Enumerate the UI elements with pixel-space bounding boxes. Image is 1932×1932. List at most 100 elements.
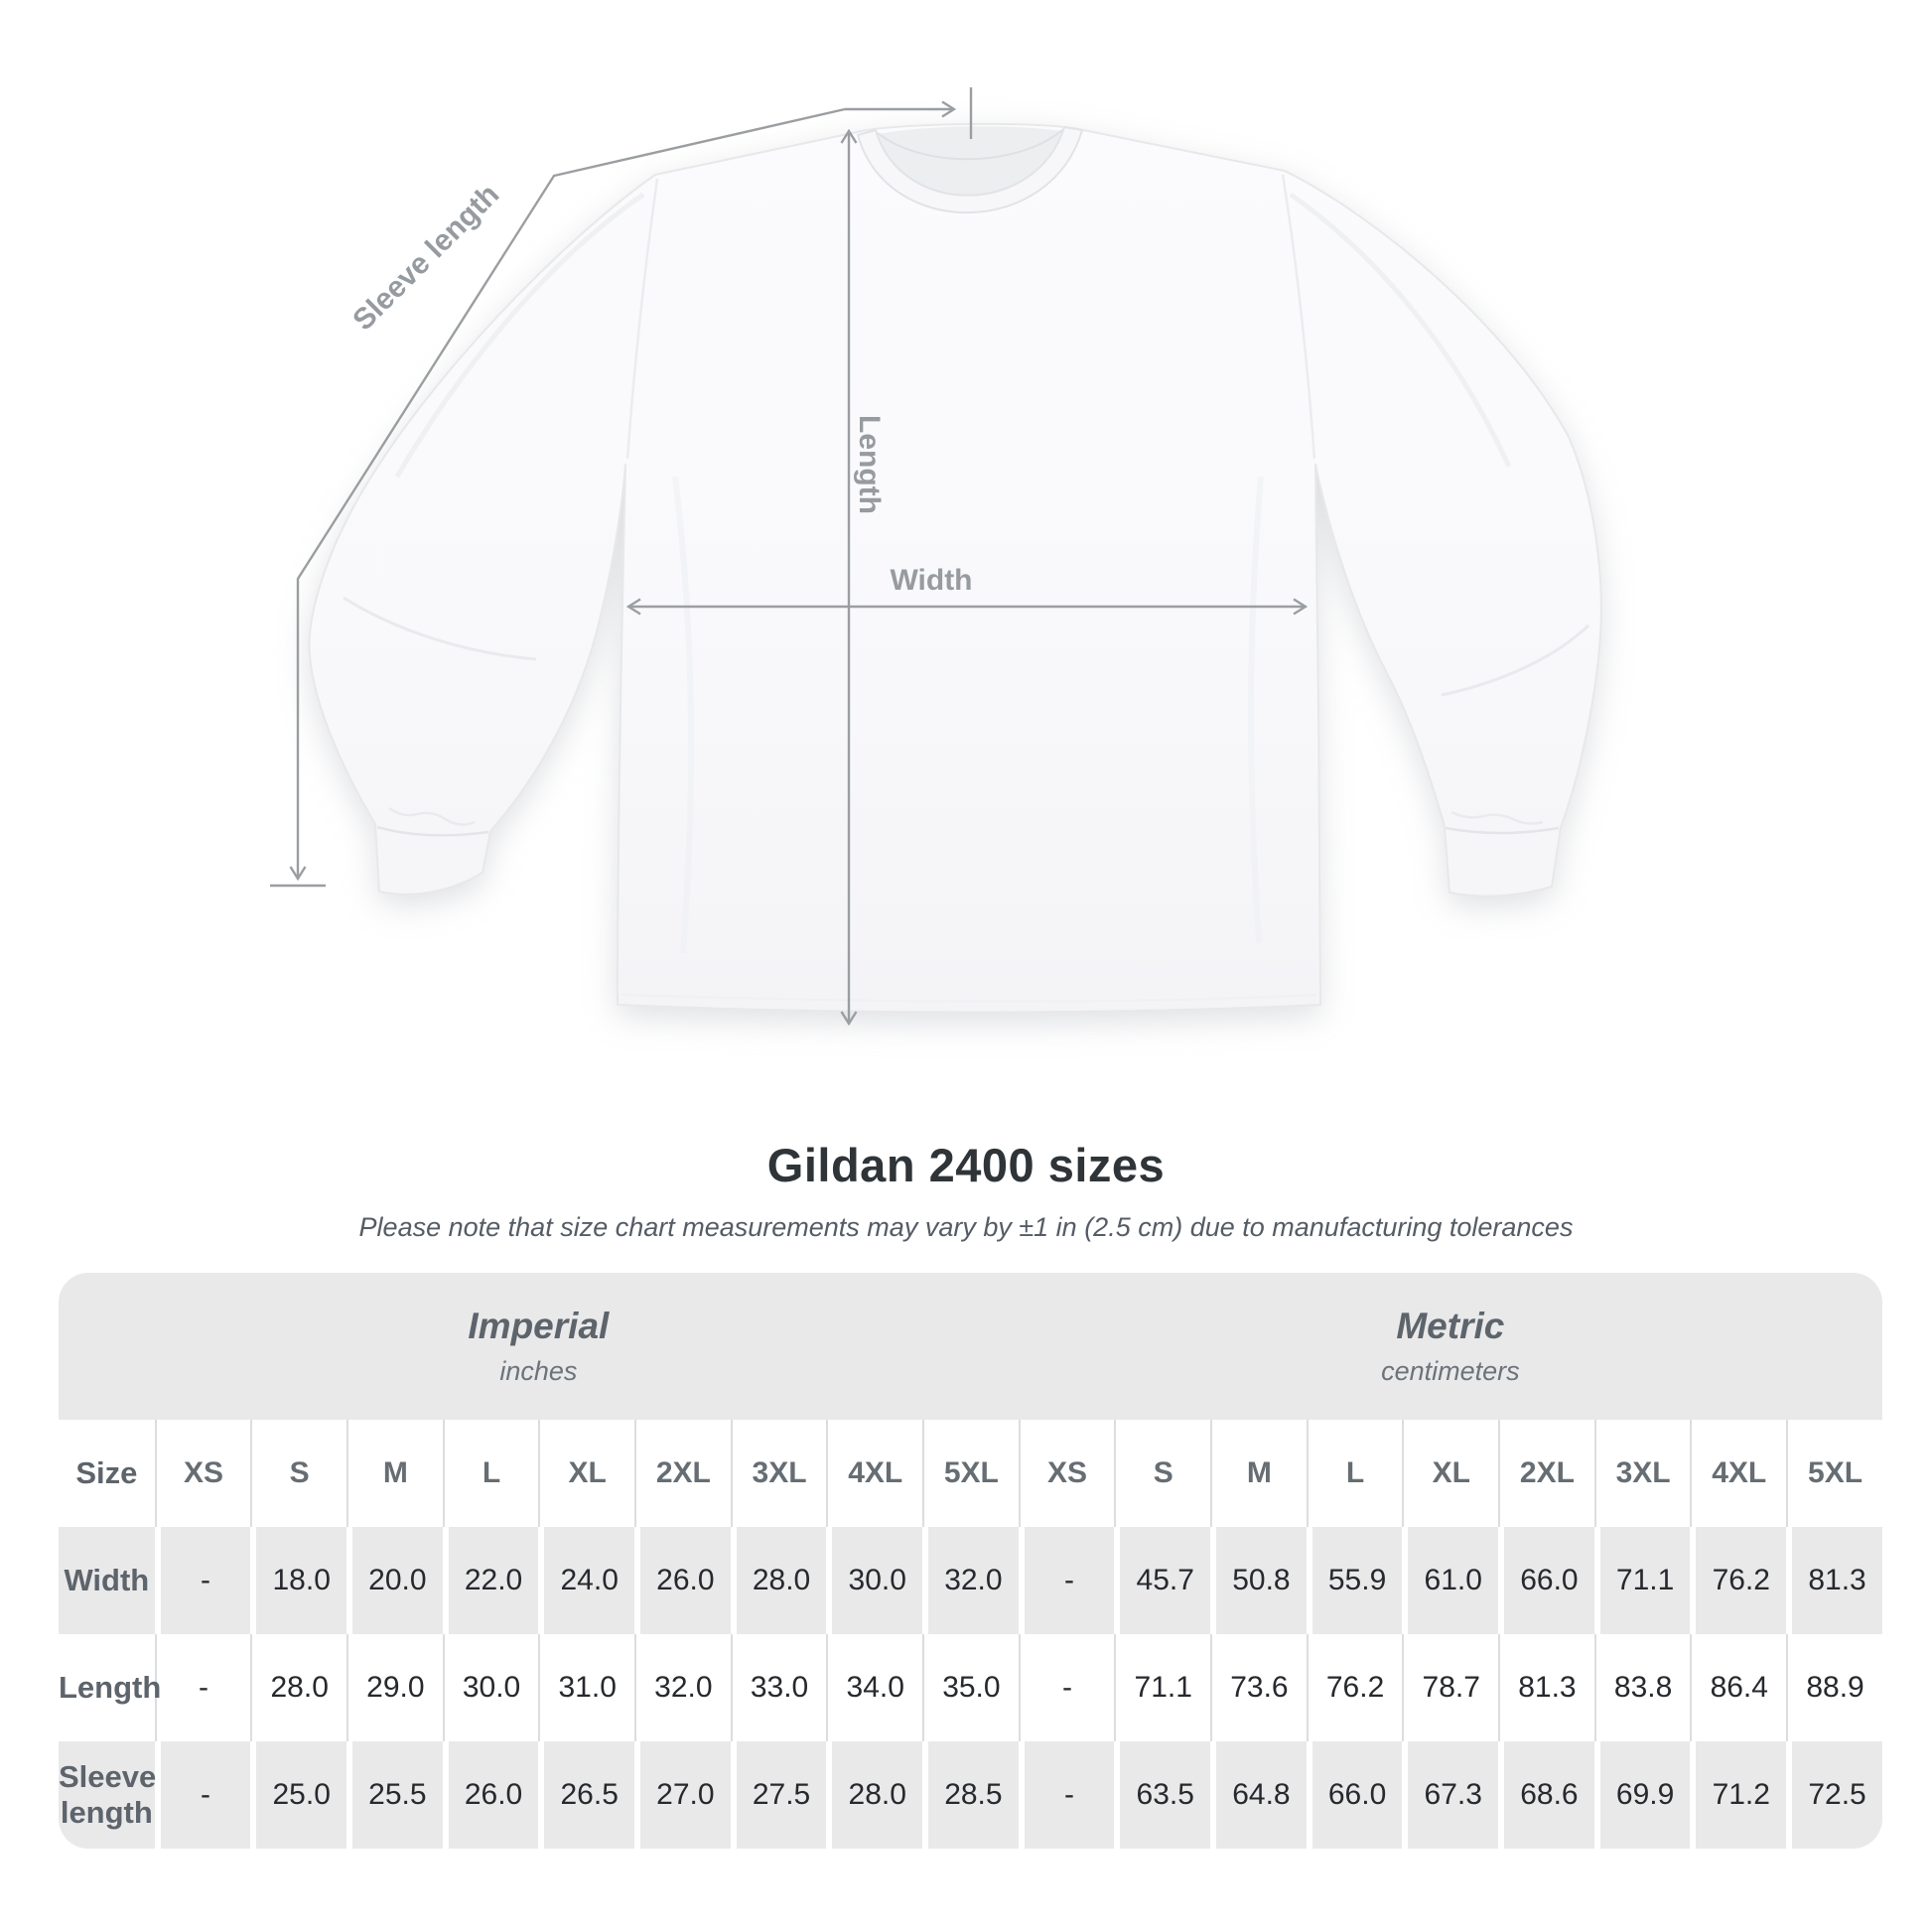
size-header-cell: 2XL	[1498, 1420, 1594, 1527]
value-cell: -	[1018, 1634, 1115, 1741]
value-cell: 68.6	[1498, 1741, 1594, 1849]
imperial-unit-label: inches	[499, 1356, 578, 1386]
sleeve-length-label: Sleeve length	[346, 178, 505, 337]
value-cell: 26.5	[538, 1741, 635, 1849]
value-cell: 61.0	[1402, 1527, 1499, 1634]
size-header-cell: L	[1306, 1420, 1403, 1527]
value-cell: 28.0	[250, 1634, 347, 1741]
width-label: Width	[890, 564, 972, 597]
value-cell: 34.0	[826, 1634, 923, 1741]
value-cell: 25.0	[250, 1741, 347, 1849]
size-header-cell: XS	[154, 1420, 251, 1527]
size-header-cell: 5XL	[922, 1420, 1019, 1527]
value-cell: 71.1	[1114, 1634, 1211, 1741]
shirt-illustration: Sleeve length Length Width	[270, 87, 1602, 1122]
value-cell: 20.0	[346, 1527, 443, 1634]
value-cell: 27.5	[730, 1741, 827, 1849]
size-header-cell: 2XL	[634, 1420, 731, 1527]
imperial-label: Imperial	[468, 1306, 610, 1346]
value-cell: 28.5	[922, 1741, 1019, 1849]
value-cell: 83.8	[1593, 1634, 1691, 1741]
value-cell: 71.2	[1690, 1741, 1787, 1849]
size-header-cell: 3XL	[1593, 1420, 1691, 1527]
value-cell: 72.5	[1786, 1741, 1882, 1849]
size-header-cell: L	[442, 1420, 539, 1527]
value-cell: 81.3	[1786, 1527, 1882, 1634]
size-header-cell: M	[1210, 1420, 1307, 1527]
value-cell: 45.7	[1114, 1527, 1211, 1634]
size-header-cell: 4XL	[1690, 1420, 1787, 1527]
value-cell: 35.0	[922, 1634, 1019, 1741]
value-cell: 66.0	[1498, 1527, 1594, 1634]
size-column-header: Size	[59, 1420, 155, 1527]
value-cell: 28.0	[826, 1741, 923, 1849]
value-cell: 81.3	[1498, 1634, 1594, 1741]
value-cell: 88.9	[1786, 1634, 1882, 1741]
value-cell: -	[154, 1527, 251, 1634]
value-cell: -	[154, 1741, 251, 1849]
value-cell: 22.0	[442, 1527, 539, 1634]
size-header-cell: S	[250, 1420, 347, 1527]
value-cell: 86.4	[1690, 1634, 1787, 1741]
size-table: Imperial inches Metric centimeters Size …	[59, 1273, 1882, 1849]
value-cell: 64.8	[1210, 1741, 1307, 1849]
shirt-body	[308, 122, 1602, 1014]
metric-header: Metric centimeters	[1018, 1273, 1882, 1420]
shirt-collar	[857, 126, 1083, 214]
size-header-cell: M	[346, 1420, 443, 1527]
size-table-body: Width -18.0 20.0 22.0 24.0 26.0 28.0 30.0 32.0-4…	[59, 1527, 1882, 1849]
shirt-seams	[343, 174, 1590, 1003]
value-cell: 32.0	[922, 1527, 1019, 1634]
page-title: Gildan 2400 sizes	[766, 1139, 1166, 1191]
size-table-container: Imperial inches Metric centimeters Size …	[59, 1273, 1882, 1849]
value-cell: 33.0	[730, 1634, 827, 1741]
row-label: Width	[59, 1527, 155, 1634]
value-cell: 71.1	[1593, 1527, 1691, 1634]
value-cell: 27.0	[634, 1741, 731, 1849]
value-cell: 25.5	[346, 1741, 443, 1849]
imperial-header: Imperial inches	[59, 1273, 1019, 1420]
value-cell: 26.0	[634, 1527, 731, 1634]
value-cell: 32.0	[634, 1634, 731, 1741]
table-row: Length -28.0 29.0 30.0 31.0 32.0 33.0 34.0 35.0-…	[59, 1634, 1882, 1741]
value-cell: -	[154, 1634, 251, 1741]
unit-header-row: Imperial inches Metric centimeters	[59, 1273, 1882, 1420]
value-cell: 24.0	[538, 1527, 635, 1634]
value-cell: 73.6	[1210, 1634, 1307, 1741]
row-label: Length	[59, 1634, 161, 1741]
metric-unit-label: centimeters	[1381, 1356, 1520, 1386]
size-header-cell: XS	[1018, 1420, 1115, 1527]
size-header-cell: XL	[538, 1420, 635, 1527]
value-cell: 69.9	[1593, 1741, 1691, 1849]
measurement-annotations	[270, 87, 1305, 1023]
length-label: Length	[853, 415, 886, 514]
value-cell: 67.3	[1402, 1741, 1499, 1849]
metric-label: Metric	[1396, 1306, 1505, 1346]
size-header-cell: 4XL	[826, 1420, 923, 1527]
value-cell: 55.9	[1306, 1527, 1403, 1634]
sleeve-length-line	[298, 107, 846, 878]
tolerance-note: Please note that size chart measurements…	[358, 1212, 1574, 1242]
size-header-row: Size XS S M L XL 2XL 3XL 4XL 5XL XS S M L XL 2XL 3XL 4XL…	[59, 1420, 1882, 1527]
value-cell: 76.2	[1306, 1634, 1403, 1741]
table-row: Sleeve length -25.0 25.5 26.0 26.5 27.0 27.5 28…	[59, 1741, 1882, 1849]
size-header-cell: 3XL	[730, 1420, 827, 1527]
value-cell: 63.5	[1114, 1741, 1211, 1849]
value-cell: 28.0	[730, 1527, 827, 1634]
size-header-cell: XL	[1402, 1420, 1499, 1527]
table-row: Width -18.0 20.0 22.0 24.0 26.0 28.0 30.0 32.0-4…	[59, 1527, 1882, 1634]
value-cell: 30.0	[442, 1634, 539, 1741]
value-cell: 76.2	[1690, 1527, 1787, 1634]
size-header-cell: 5XL	[1786, 1420, 1882, 1527]
value-cell: 30.0	[826, 1527, 923, 1634]
value-cell: 26.0	[442, 1741, 539, 1849]
value-cell: -	[1018, 1527, 1115, 1634]
value-cell: -	[1018, 1741, 1115, 1849]
value-cell: 78.7	[1402, 1634, 1499, 1741]
value-cell: 66.0	[1306, 1741, 1403, 1849]
value-cell: 50.8	[1210, 1527, 1307, 1634]
value-cell: 31.0	[538, 1634, 635, 1741]
row-label: Sleeve length	[59, 1741, 156, 1849]
size-header-cell: S	[1114, 1420, 1211, 1527]
